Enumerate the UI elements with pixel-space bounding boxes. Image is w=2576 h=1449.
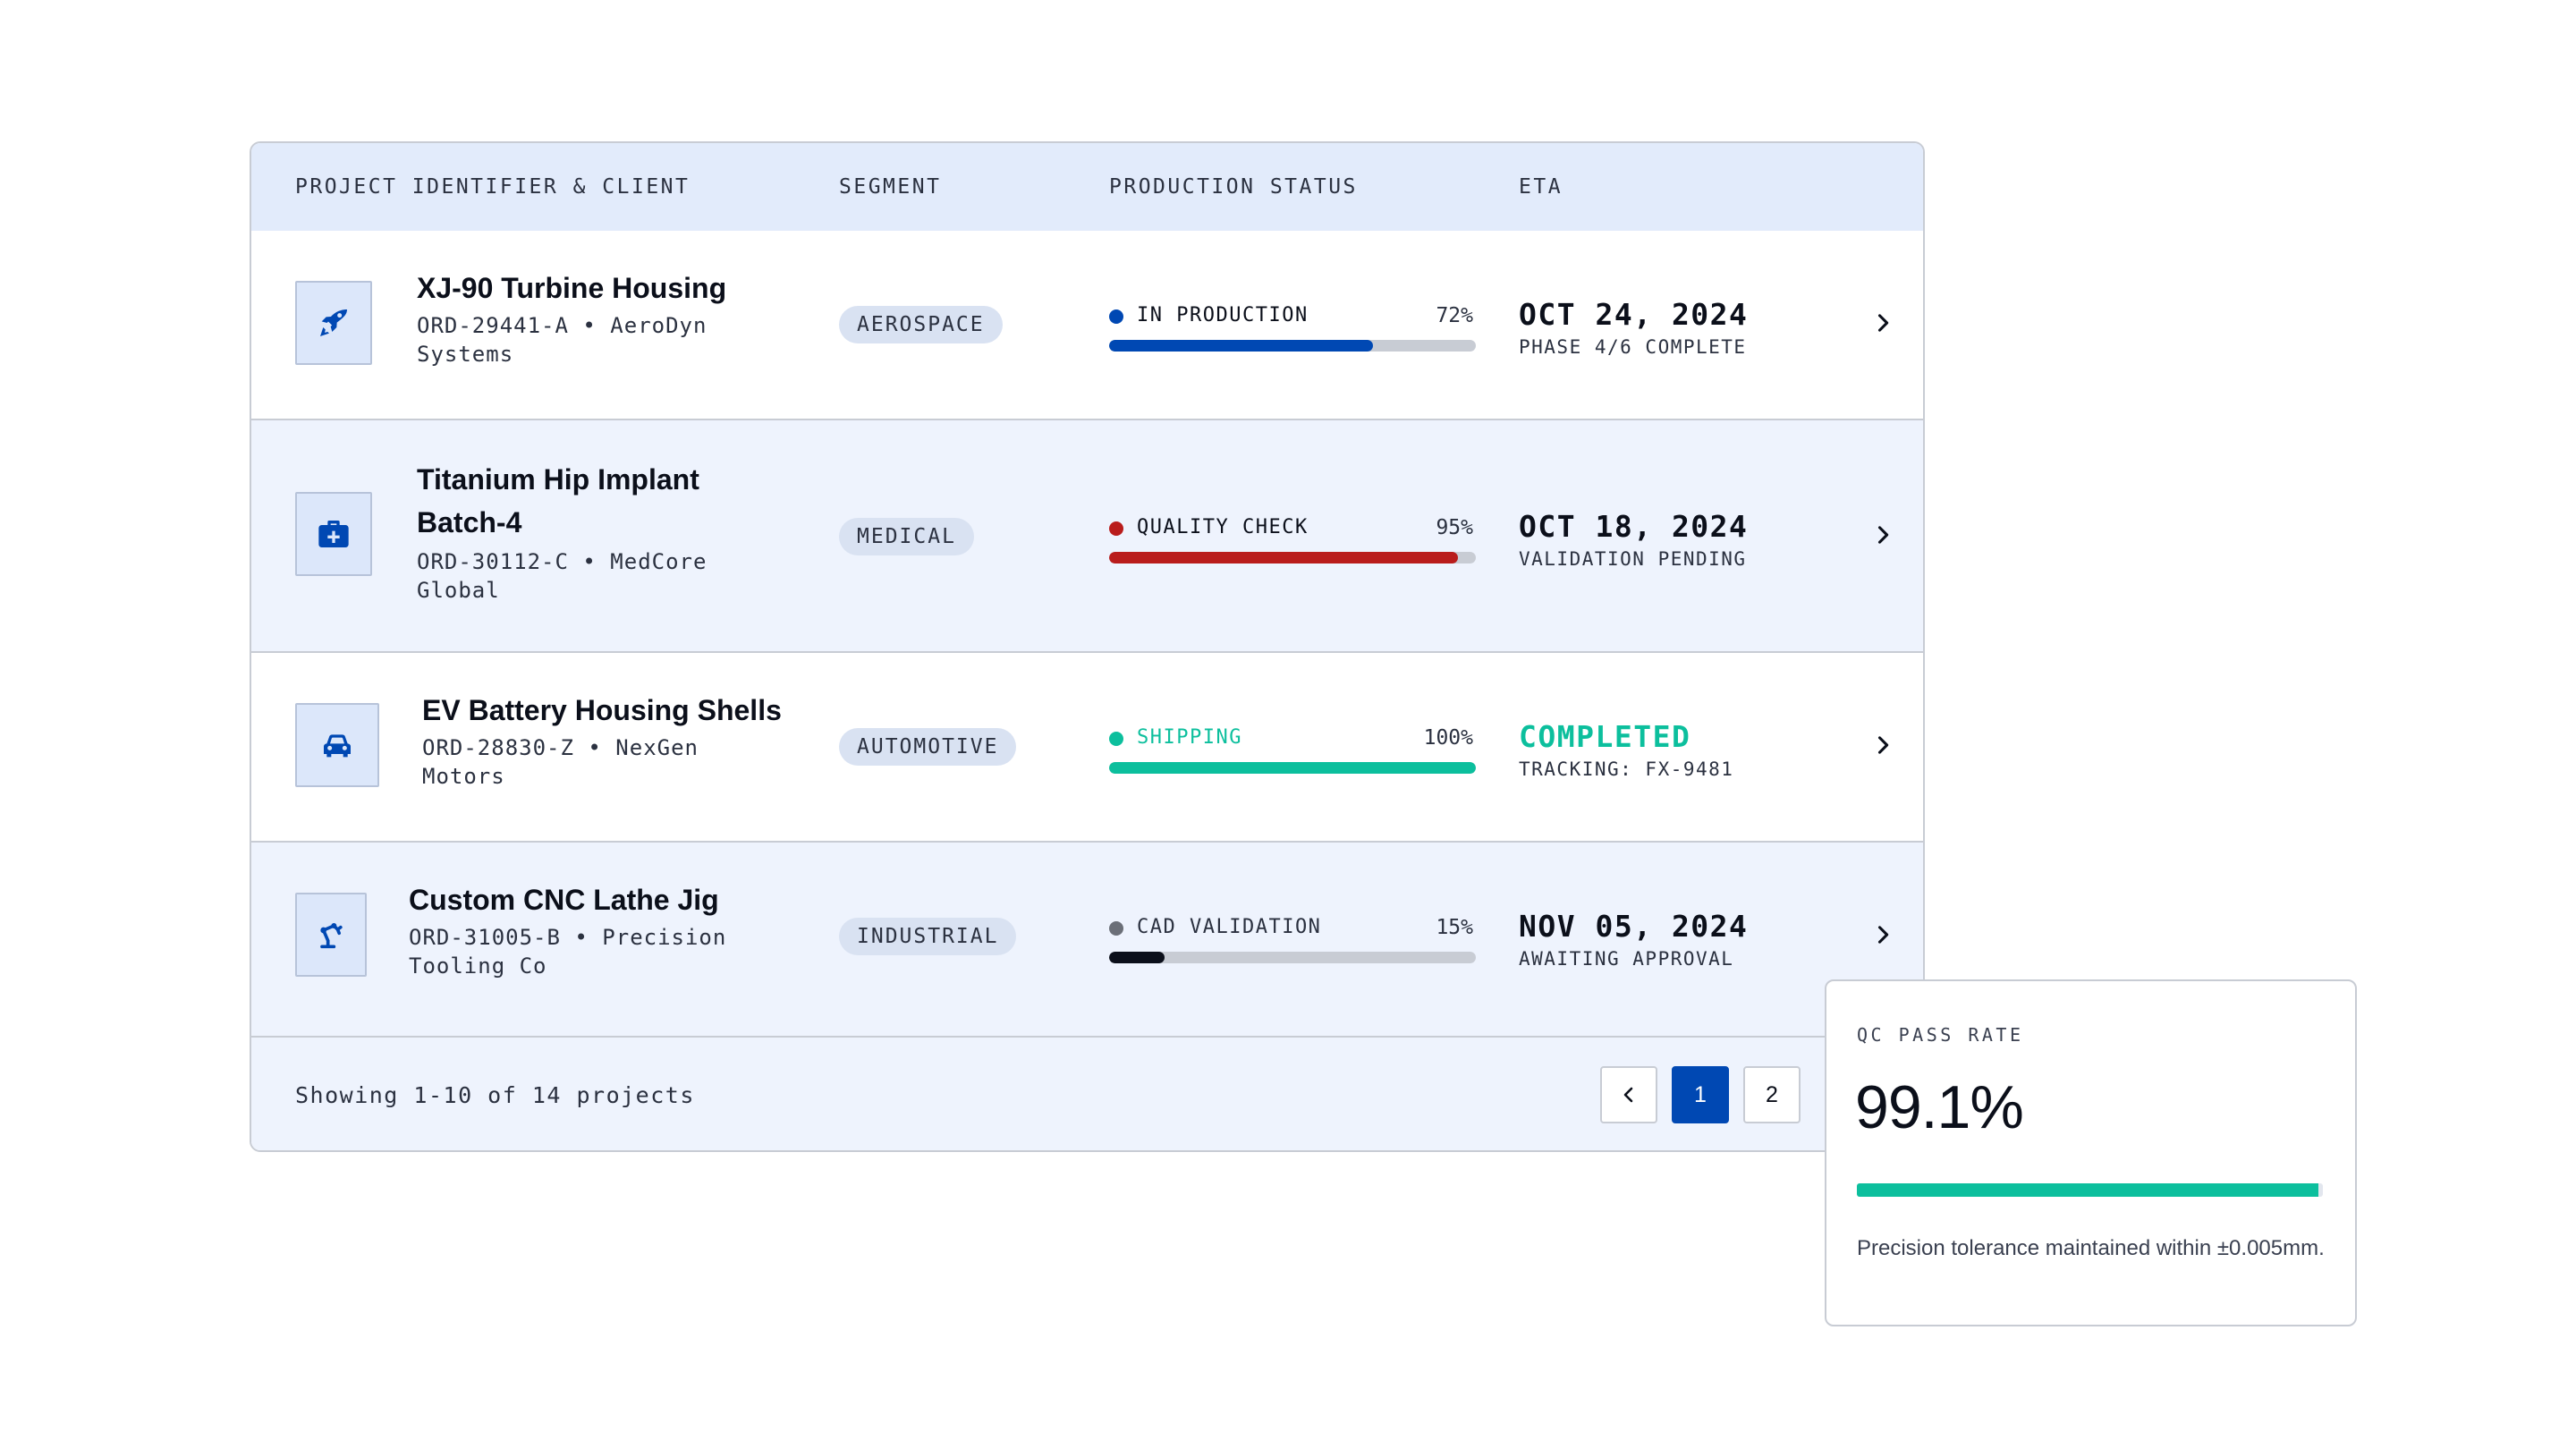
chevron-right-icon[interactable] (1870, 733, 1895, 758)
status-label: IN PRODUCTION (1137, 304, 1309, 326)
table-row[interactable]: XJ-90 Turbine Housing ORD-29441-A • Aero… (251, 231, 1923, 420)
segment-badge: MEDICAL (839, 518, 974, 555)
chevron-right-icon[interactable] (1870, 922, 1895, 947)
project-icon-box (295, 492, 372, 576)
progress-bar-fill (1109, 952, 1165, 963)
status-label: CAD VALIDATION (1137, 916, 1322, 938)
progress-bar-fill (1109, 340, 1374, 352)
chevron-right-icon[interactable] (1870, 522, 1895, 547)
chevron-left-icon (1623, 1087, 1633, 1103)
project-icon-box (295, 893, 367, 977)
project-icon-box (295, 281, 372, 365)
progress-bar (1109, 762, 1476, 774)
project-order-client: ORD-30112-C • MedCore Global (417, 549, 708, 603)
eta-date: OCT 18, 2024 (1519, 509, 1749, 544)
column-header-eta[interactable]: ETA (1519, 175, 1563, 199)
column-header-segment[interactable]: SEGMENT (839, 175, 942, 199)
table-row[interactable]: EV Battery Housing Shells ORD-28830-Z • … (251, 653, 1923, 843)
segment-badge: AUTOMOTIVE (839, 728, 1017, 766)
column-header-project[interactable]: PROJECT IDENTIFIER & CLIENT (295, 175, 691, 199)
eta-detail: AWAITING APPROVAL (1519, 948, 1734, 970)
progress-percent: 15% (1436, 916, 1473, 939)
progress-bar-fill (1109, 762, 1476, 774)
table-header: PROJECT IDENTIFIER & CLIENT SEGMENT PROD… (251, 143, 1923, 233)
project-name: Titanium Hip Implant Batch-4 (417, 463, 699, 538)
eta-date: NOV 05, 2024 (1519, 909, 1749, 944)
qc-progress-bar-fill (1857, 1183, 2319, 1197)
qc-description: Precision tolerance maintained within ±0… (1857, 1236, 2325, 1260)
eta-detail: PHASE 4/6 COMPLETE (1519, 336, 1747, 358)
page-2-button[interactable]: 2 (1743, 1066, 1801, 1123)
previous-page-button[interactable] (1600, 1066, 1657, 1123)
segment-badge: INDUSTRIAL (839, 918, 1017, 955)
project-order-client: ORD-28830-Z • NexGen Motors (422, 735, 699, 789)
status-dot (1109, 732, 1123, 746)
qc-progress-bar (1857, 1183, 2323, 1197)
project-name: Custom CNC Lathe Jig (409, 884, 719, 916)
eta-tracking: TRACKING: FX-9481 (1519, 758, 1734, 780)
table-row[interactable]: Titanium Hip Implant Batch-4 ORD-30112-C… (251, 420, 1923, 653)
table-row[interactable]: Custom CNC Lathe Jig ORD-31005-B • Preci… (251, 843, 1923, 1038)
progress-bar (1109, 340, 1476, 352)
project-name: EV Battery Housing Shells (422, 694, 782, 726)
progress-percent: 95% (1436, 516, 1473, 539)
status-dot (1109, 921, 1123, 936)
segment-badge: AEROSPACE (839, 306, 1003, 343)
project-icon-box (295, 703, 379, 787)
table-footer: Showing 1-10 of 14 projects 1 2 (251, 1038, 1923, 1150)
robotic-arm-icon (320, 923, 343, 949)
status-dot (1109, 521, 1123, 536)
project-name: XJ-90 Turbine Housing (417, 272, 727, 304)
status-label: QUALITY CHECK (1137, 516, 1309, 538)
chevron-right-icon[interactable] (1870, 310, 1895, 335)
projects-table: PROJECT IDENTIFIER & CLIENT SEGMENT PROD… (250, 141, 1925, 1152)
progress-bar (1109, 552, 1476, 564)
qc-value: 99.1% (1855, 1073, 2024, 1141)
project-order-client: ORD-29441-A • AeroDyn Systems (417, 313, 708, 367)
eta-status-completed: COMPLETED (1519, 719, 1691, 754)
qc-label: QC PASS RATE (1857, 1024, 2024, 1046)
page-1-button[interactable]: 1 (1672, 1066, 1729, 1123)
qc-pass-rate-card: QC PASS RATE 99.1% Precision tolerance m… (1825, 979, 2357, 1326)
progress-percent: 100% (1423, 726, 1473, 750)
progress-bar (1109, 952, 1476, 963)
car-icon (324, 734, 351, 758)
progress-percent: 72% (1436, 304, 1473, 327)
medical-kit-icon (318, 521, 349, 547)
eta-date: OCT 24, 2024 (1519, 297, 1749, 332)
column-header-status[interactable]: PRODUCTION STATUS (1109, 175, 1358, 199)
pagination-summary: Showing 1-10 of 14 projects (295, 1082, 695, 1108)
eta-detail: VALIDATION PENDING (1519, 548, 1747, 570)
progress-bar-fill (1109, 552, 1458, 564)
project-order-client: ORD-31005-B • Precision Tooling Co (409, 925, 727, 979)
status-dot (1109, 309, 1123, 324)
rocket-icon (320, 309, 347, 336)
status-label: SHIPPING (1137, 726, 1242, 749)
